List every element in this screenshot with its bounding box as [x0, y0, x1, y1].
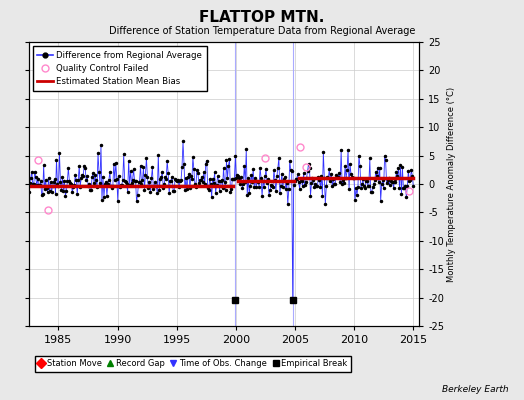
Y-axis label: Monthly Temperature Anomaly Difference (°C): Monthly Temperature Anomaly Difference (… [447, 86, 456, 282]
Legend: Station Move, Record Gap, Time of Obs. Change, Empirical Break: Station Move, Record Gap, Time of Obs. C… [35, 356, 351, 372]
Text: Difference of Station Temperature Data from Regional Average: Difference of Station Temperature Data f… [109, 26, 415, 36]
Text: Berkeley Earth: Berkeley Earth [442, 385, 508, 394]
Text: FLATTOP MTN.: FLATTOP MTN. [199, 10, 325, 25]
